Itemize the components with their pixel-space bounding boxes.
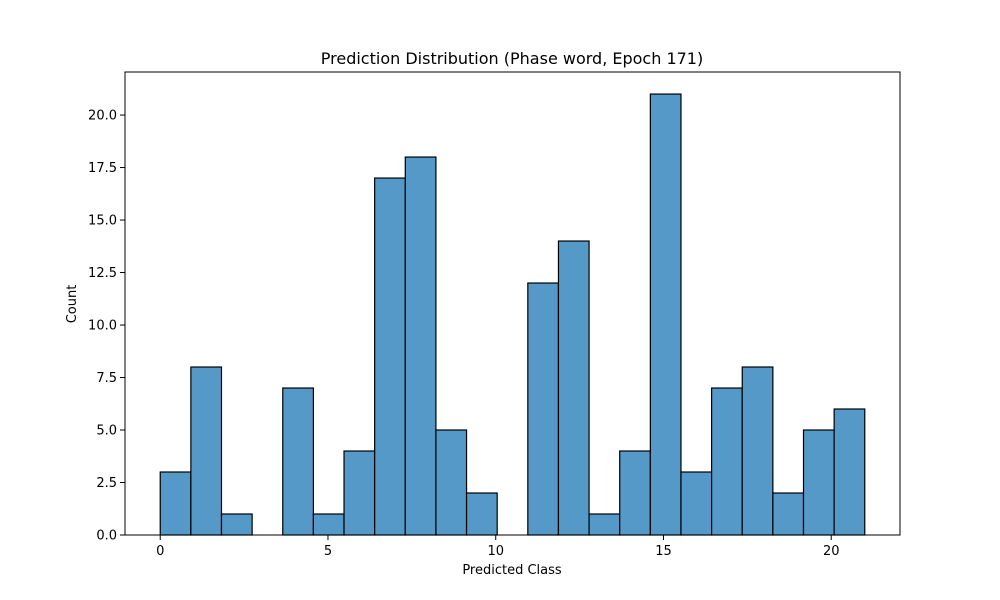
bars-group <box>159 93 866 536</box>
histogram-bar <box>159 471 192 536</box>
y-tick-label: 20.0 <box>88 109 117 124</box>
y-tick-label: 12.5 <box>88 266 117 281</box>
y-axis-label: Count <box>65 285 80 324</box>
x-tick-label: 15 <box>655 544 672 559</box>
histogram-bar <box>588 513 621 536</box>
y-tick-label: 10.0 <box>88 319 117 334</box>
y-tick-label: 0.0 <box>96 529 117 544</box>
x-tick-label: 20 <box>823 544 840 559</box>
x-axis-ticks: 0 5 10 15 20 <box>156 535 839 559</box>
chart-title: Prediction Distribution (Phase word, Epo… <box>321 49 703 68</box>
y-tick-label: 17.5 <box>88 161 117 176</box>
histogram-bar <box>772 492 805 536</box>
histogram-bar <box>619 450 651 536</box>
histogram-bar <box>435 429 468 536</box>
histogram-bar <box>557 240 590 536</box>
histogram-bar <box>711 387 743 536</box>
histogram-bar <box>527 282 560 536</box>
y-tick-label: 15.0 <box>88 214 117 229</box>
histogram-bar <box>220 513 253 536</box>
histogram-bar <box>282 387 314 536</box>
y-axis-ticks: 0.0 2.5 5.0 7.5 10.0 12.5 15.0 17.5 20.0 <box>88 109 125 544</box>
histogram-bar <box>833 408 866 536</box>
histogram-bar <box>802 429 835 536</box>
histogram-bar <box>343 450 376 536</box>
histogram-bar <box>680 471 713 536</box>
histogram-bar <box>374 177 406 536</box>
y-tick-label: 2.5 <box>96 476 117 491</box>
histogram-bar <box>465 492 498 536</box>
x-axis-label: Predicted Class <box>462 563 562 578</box>
y-tick-label: 5.0 <box>96 424 117 439</box>
histogram-bar <box>404 156 437 536</box>
y-tick-label: 7.5 <box>96 371 117 386</box>
x-tick-label: 0 <box>156 544 164 559</box>
histogram-bar <box>649 93 682 536</box>
x-tick-label: 5 <box>324 544 332 559</box>
histogram-bar <box>190 366 223 536</box>
plot-frame <box>124 71 901 536</box>
histogram-bar <box>312 513 345 536</box>
histogram-bar <box>741 366 774 536</box>
x-tick-label: 10 <box>487 544 504 559</box>
